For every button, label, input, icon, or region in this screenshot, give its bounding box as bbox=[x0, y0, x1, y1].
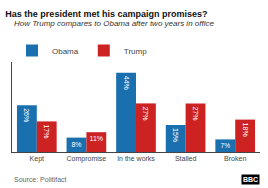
svg-text:11%: 11% bbox=[90, 135, 104, 142]
svg-text:Obama: Obama bbox=[52, 47, 79, 56]
svg-text:8%: 8% bbox=[71, 141, 81, 148]
svg-text:Compromise: Compromise bbox=[67, 155, 107, 163]
svg-text:44%: 44% bbox=[123, 76, 130, 90]
svg-text:Trump: Trump bbox=[124, 47, 147, 56]
svg-text:Broken: Broken bbox=[224, 155, 246, 162]
svg-text:18%: 18% bbox=[242, 123, 249, 137]
svg-text:15%: 15% bbox=[172, 128, 179, 142]
svg-text:BBC: BBC bbox=[243, 176, 258, 183]
svg-text:How Trump compares to Obama af: How Trump compares to Obama after two ye… bbox=[14, 19, 214, 28]
svg-text:Stalled: Stalled bbox=[175, 155, 197, 162]
svg-text:17%: 17% bbox=[43, 124, 50, 138]
svg-text:Kept: Kept bbox=[30, 155, 44, 163]
svg-text:Source: Politifact: Source: Politifact bbox=[14, 176, 67, 183]
svg-text:7%: 7% bbox=[221, 142, 231, 149]
svg-text:In the works: In the works bbox=[117, 155, 155, 162]
svg-text:27%: 27% bbox=[192, 106, 199, 120]
svg-text:26%: 26% bbox=[23, 108, 30, 122]
svg-text:27%: 27% bbox=[142, 106, 149, 120]
svg-text:Has the president met his camp: Has the president met his campaign promi… bbox=[5, 9, 207, 19]
